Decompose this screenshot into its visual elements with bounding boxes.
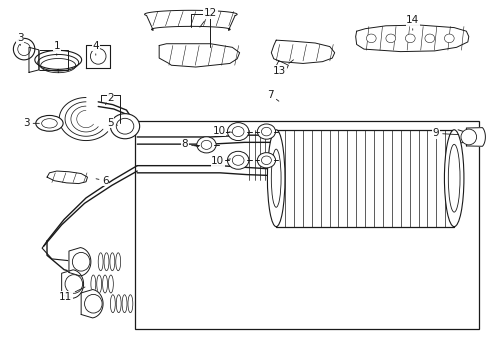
Ellipse shape: [116, 295, 121, 313]
Ellipse shape: [116, 253, 121, 271]
Polygon shape: [271, 40, 334, 63]
Ellipse shape: [41, 119, 57, 128]
Text: 14: 14: [405, 15, 419, 30]
Bar: [276, 130, 453, 226]
Ellipse shape: [261, 127, 271, 136]
Ellipse shape: [108, 275, 113, 293]
Text: 1: 1: [53, 41, 60, 55]
Ellipse shape: [102, 275, 107, 293]
Ellipse shape: [65, 275, 82, 293]
Ellipse shape: [122, 295, 127, 313]
Text: 4: 4: [92, 41, 99, 55]
Polygon shape: [276, 61, 288, 70]
Ellipse shape: [257, 124, 275, 139]
Ellipse shape: [447, 144, 459, 212]
Ellipse shape: [405, 34, 414, 42]
Polygon shape: [47, 171, 87, 184]
Ellipse shape: [104, 253, 109, 271]
Ellipse shape: [267, 130, 285, 226]
Text: 3: 3: [23, 118, 39, 128]
Ellipse shape: [227, 123, 248, 140]
Polygon shape: [69, 248, 91, 276]
Ellipse shape: [232, 155, 244, 165]
Ellipse shape: [18, 42, 30, 55]
Ellipse shape: [13, 39, 35, 60]
Text: 5: 5: [107, 118, 117, 128]
Text: 11: 11: [59, 287, 85, 302]
Ellipse shape: [84, 294, 102, 313]
Ellipse shape: [424, 34, 434, 42]
Ellipse shape: [271, 149, 281, 207]
Ellipse shape: [110, 253, 115, 271]
Polygon shape: [159, 44, 239, 67]
Ellipse shape: [97, 275, 102, 293]
Ellipse shape: [91, 275, 96, 293]
Ellipse shape: [36, 116, 63, 131]
Ellipse shape: [444, 34, 453, 42]
Polygon shape: [81, 289, 103, 318]
Ellipse shape: [257, 153, 275, 168]
Polygon shape: [355, 25, 468, 51]
Ellipse shape: [261, 156, 271, 165]
Text: 12: 12: [200, 8, 217, 27]
Text: 6: 6: [96, 176, 109, 186]
Text: 13: 13: [272, 60, 293, 76]
Ellipse shape: [110, 114, 140, 139]
Bar: [39, 50, 68, 70]
Text: 2: 2: [105, 93, 114, 105]
Polygon shape: [29, 47, 39, 72]
Ellipse shape: [196, 137, 216, 153]
Ellipse shape: [116, 118, 134, 134]
Ellipse shape: [128, 295, 133, 313]
Ellipse shape: [460, 129, 476, 145]
Ellipse shape: [110, 295, 115, 313]
Ellipse shape: [72, 252, 90, 271]
Polygon shape: [61, 270, 83, 298]
Ellipse shape: [232, 127, 244, 136]
Ellipse shape: [227, 151, 248, 169]
Bar: [135, 121, 478, 329]
Text: 9: 9: [432, 129, 458, 138]
Text: 10: 10: [212, 126, 231, 135]
Ellipse shape: [366, 34, 375, 42]
Polygon shape: [466, 128, 485, 146]
Text: 7: 7: [266, 90, 278, 101]
Polygon shape: [144, 10, 237, 30]
Ellipse shape: [444, 130, 463, 226]
Ellipse shape: [98, 253, 103, 271]
Ellipse shape: [201, 140, 211, 149]
Ellipse shape: [90, 48, 106, 64]
Text: 10: 10: [211, 156, 230, 166]
Text: 8: 8: [182, 139, 199, 149]
Ellipse shape: [385, 34, 395, 42]
Text: 3: 3: [17, 33, 23, 45]
